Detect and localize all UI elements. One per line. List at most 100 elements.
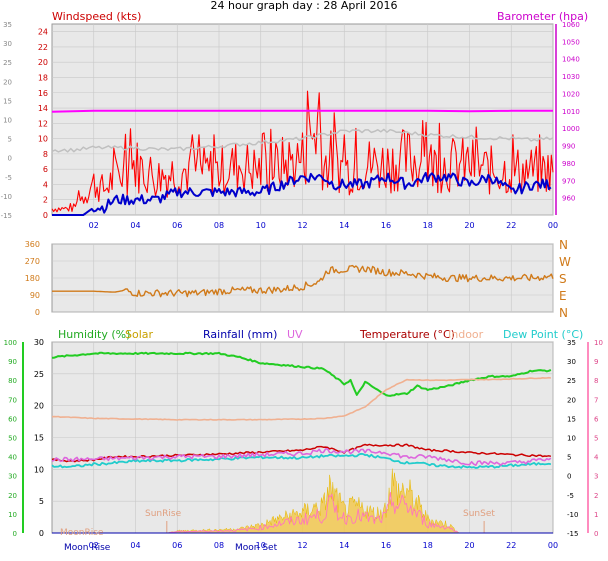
x-tick-label: 14 <box>339 541 349 550</box>
y-right-tick-label: 990 <box>562 143 575 151</box>
barometer-label: Barometer (hpa) <box>497 10 588 23</box>
uv-tick-label: 4 <box>594 454 599 462</box>
y-tick-label: 90 <box>30 291 40 300</box>
right-temp-tick-label: 0 <box>567 473 571 481</box>
rainfall-label: Rainfall (mm) <box>203 328 277 341</box>
moonset-label: Moon Set <box>235 543 278 553</box>
uv-tick-label: 9 <box>594 358 598 366</box>
temperature-label: Temperature (°C) <box>359 328 455 341</box>
temp-tick-label: 20 <box>34 402 44 411</box>
temp-tick-label: 5 <box>39 497 44 506</box>
x-tick-label: 06 <box>172 221 182 230</box>
humidity-tick-label: 40 <box>8 454 17 462</box>
right-temp-tick-label: 10 <box>567 435 576 443</box>
y-outer-tick-label: 10 <box>3 117 12 125</box>
x-tick-label: 18 <box>423 221 433 230</box>
humidity-tick-label: 70 <box>8 396 17 404</box>
series-wind-gust <box>51 90 554 213</box>
humidity-tick-label: 10 <box>8 511 17 519</box>
x-tick-label: 08 <box>214 221 224 230</box>
wind-direction-panel: 0 N 90 E 180 S 270 W 360 N <box>25 238 571 320</box>
x-tick-label: 20 <box>464 221 474 230</box>
x-tick-label: 04 <box>130 541 140 550</box>
y-right-tick-label: 960 <box>562 195 575 203</box>
y-outer-tick-label: -10 <box>1 193 12 201</box>
y-outer-tick-label: -15 <box>1 212 12 220</box>
series-uv <box>51 447 552 467</box>
uv-tick-label: 10 <box>594 339 603 347</box>
y-tick-label: 4 <box>43 180 48 189</box>
humidity-tick-label: 60 <box>8 415 17 423</box>
uv-label: UV <box>287 328 303 341</box>
series-indoor <box>51 376 552 421</box>
y-right-tick-label: 1000 <box>562 125 580 133</box>
humidity-tick-label: 50 <box>8 435 17 443</box>
y-tick-label: 0 <box>35 308 40 317</box>
series-dewpoint <box>51 452 552 469</box>
humidity-label: Humidity (%) <box>58 328 130 341</box>
windspeed-label: Windspeed (kts) <box>52 10 141 23</box>
temp-tick-label: 15 <box>34 434 44 443</box>
y-right-tick-label: 1030 <box>562 73 580 81</box>
x-tick-label: 16 <box>381 541 391 550</box>
sunrise-label: SunRise <box>145 509 182 519</box>
y-tick-label: 10 <box>38 135 48 144</box>
y-tick-label: 20 <box>38 58 48 67</box>
x-tick-label: 22 <box>506 221 516 230</box>
wind-baro-panel: 024681012141618202224-15-10-505101520253… <box>1 21 580 230</box>
x-tick-label: 00 <box>548 221 558 230</box>
humidity-tick-label: 0 <box>13 530 17 538</box>
y-outer-tick-label: 25 <box>3 59 12 67</box>
uv-tick-label: 3 <box>594 473 598 481</box>
y-tick-label: 24 <box>38 28 48 37</box>
y-right-tick-label: 1050 <box>562 38 580 46</box>
right-temp-tick-label: -10 <box>567 511 578 519</box>
y-tick-label: 22 <box>38 43 48 52</box>
y-outer-tick-label: 15 <box>3 97 12 105</box>
y-tick-label: 8 <box>43 150 48 159</box>
x-tick-label: 22 <box>506 541 516 550</box>
moonrise-label: Moon Rise <box>64 543 111 553</box>
y-tick-label: 18 <box>38 73 48 82</box>
temp-tick-label: 10 <box>34 465 44 474</box>
y-outer-tick-label: -5 <box>5 174 12 182</box>
temp-tick-label: 0 <box>39 529 44 538</box>
y-tick-label: 6 <box>43 165 48 174</box>
x-tick-label: 04 <box>130 221 140 230</box>
temp-tick-label: 25 <box>34 370 44 379</box>
series-humidity <box>51 351 552 397</box>
dewpoint-label: Dew Point (°C) <box>503 328 583 341</box>
compass-label: W <box>559 255 571 269</box>
chart-title: 24 hour graph day : 28 April 2016 <box>210 0 398 12</box>
series-uv-index <box>166 491 458 534</box>
y-right-tick-label: 980 <box>562 160 575 168</box>
temperature-humidity-panel: 0102030405060708090100051015202530-15-10… <box>4 338 603 550</box>
compass-label: N <box>559 238 568 252</box>
y-tick-label: 14 <box>38 104 48 113</box>
solar-label: Solar <box>125 328 154 341</box>
uv-tick-label: 1 <box>594 511 598 519</box>
x-tick-label: 10 <box>256 541 266 550</box>
series-wind-avg <box>52 171 552 216</box>
y-outer-tick-label: 30 <box>3 40 12 48</box>
humidity-tick-label: 20 <box>8 492 17 500</box>
moonrise-ghost-label: MoonRise <box>60 528 104 538</box>
compass-label: S <box>559 272 567 286</box>
x-tick-label: 18 <box>423 541 433 550</box>
right-temp-tick-label: 20 <box>567 396 576 404</box>
uv-tick-label: 5 <box>594 435 598 443</box>
x-tick-label: 02 <box>89 221 99 230</box>
sunset-label: SunSet <box>463 509 495 519</box>
y-right-tick-label: 1010 <box>562 108 580 116</box>
x-tick-label: 20 <box>464 541 474 550</box>
uv-tick-label: 8 <box>594 377 598 385</box>
y-tick-label: 180 <box>25 274 40 283</box>
series-ghost <box>51 128 554 153</box>
y-tick-label: 270 <box>25 257 40 266</box>
series-temperature <box>51 443 552 463</box>
right-temp-tick-label: 15 <box>567 415 576 423</box>
x-tick-label: 16 <box>381 221 391 230</box>
y-right-tick-label: 970 <box>562 177 575 185</box>
